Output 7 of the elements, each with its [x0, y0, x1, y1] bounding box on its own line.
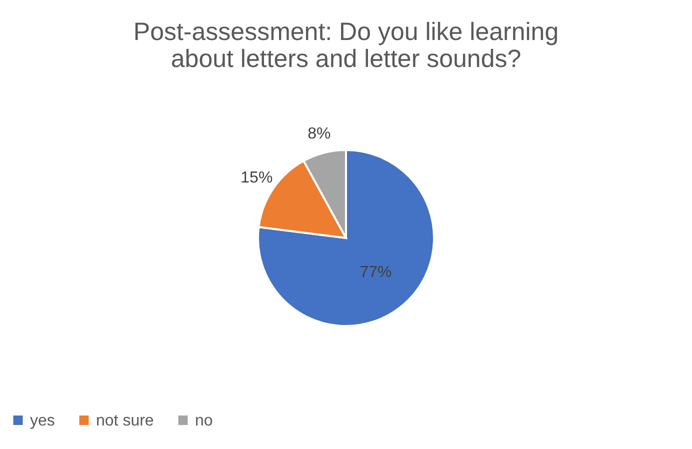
data-label: 8% [308, 125, 331, 142]
chart-title: Post-assessment: Do you like learning about letters and letter sounds? [133, 18, 559, 73]
legend-label: not sure [96, 412, 154, 430]
data-label: 15% [240, 169, 273, 186]
legend-label: yes [30, 412, 55, 430]
data-label: 77% [360, 264, 392, 281]
legend-label: no [195, 412, 213, 430]
